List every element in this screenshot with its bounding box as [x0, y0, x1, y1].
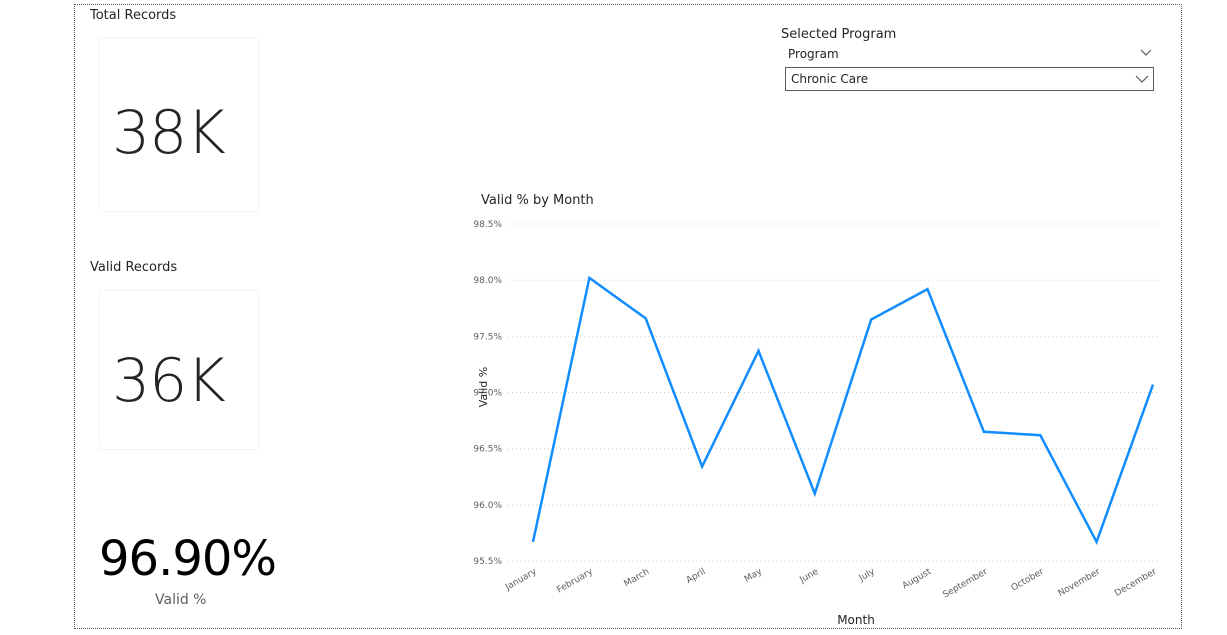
- program-dropdown[interactable]: Chronic Care: [785, 67, 1154, 91]
- x-tick-label: December: [1113, 567, 1159, 599]
- data-point[interactable]: [585, 274, 593, 282]
- y-tick-label: 96.5%: [473, 445, 502, 455]
- data-point[interactable]: [1149, 381, 1157, 389]
- program-dropdown-value: Chronic Care: [791, 72, 869, 86]
- y-tick-label: 97.0%: [473, 389, 502, 399]
- y-tick-label: 96.0%: [473, 501, 502, 511]
- x-tick-label: March: [622, 567, 651, 589]
- x-tick-label: November: [1057, 567, 1103, 599]
- total-records-value: 38K: [112, 98, 226, 168]
- slicer-title: Selected Program: [781, 27, 897, 42]
- total-records-card[interactable]: 38K: [99, 37, 259, 212]
- x-tick-label: October: [1010, 567, 1046, 594]
- data-point[interactable]: [698, 463, 706, 471]
- x-tick-label: August: [901, 567, 934, 592]
- x-tick-label: June: [797, 567, 820, 586]
- series-line: [531, 275, 1155, 545]
- y-tick-label: 98.0%: [473, 276, 502, 286]
- x-tick-label: January: [503, 567, 539, 594]
- data-point[interactable]: [1036, 431, 1044, 439]
- chevron-down-icon: [1135, 75, 1149, 83]
- data-point[interactable]: [1093, 538, 1101, 546]
- valid-pct-value: 96.90%: [99, 531, 277, 587]
- y-tick-label: 95.5%: [473, 557, 502, 567]
- y-tick-label: 97.5%: [473, 332, 502, 342]
- data-point[interactable]: [529, 538, 537, 546]
- x-tick-label: April: [685, 567, 708, 586]
- data-point[interactable]: [811, 490, 819, 498]
- x-tick-label: September: [941, 567, 989, 601]
- data-point[interactable]: [867, 315, 875, 323]
- report-canvas: Total Records 38K Valid Records 36K 96.9…: [74, 4, 1182, 629]
- x-axis-label: Month: [837, 613, 875, 627]
- x-tick-label: July: [857, 567, 877, 585]
- data-point[interactable]: [924, 285, 932, 293]
- x-tick-label: May: [743, 567, 765, 585]
- total-records-title: Total Records: [90, 8, 177, 23]
- valid-pct-card[interactable]: 96.90% Valid %: [95, 525, 277, 615]
- data-point[interactable]: [980, 428, 988, 436]
- valid-records-value: 36K: [112, 346, 226, 416]
- valid-pct-line-chart[interactable]: 95.5% 96.0% 96.5% 97.0% 97.5% 98.0% 98.5% Janu…: [470, 210, 1175, 628]
- x-tick-label: February: [555, 567, 595, 596]
- data-point[interactable]: [754, 347, 762, 355]
- slicer-header-chevron-icon[interactable]: [1140, 47, 1152, 57]
- chart-title: Valid % by Month: [481, 193, 594, 208]
- valid-records-card[interactable]: 36K: [99, 290, 259, 450]
- valid-records-title: Valid Records: [90, 260, 178, 275]
- data-point[interactable]: [642, 314, 650, 322]
- slicer-field-label: Program: [788, 47, 839, 61]
- y-axis-label: Valid %: [477, 367, 490, 407]
- y-tick-label: 98.5%: [473, 220, 502, 230]
- valid-pct-label: Valid %: [155, 592, 207, 608]
